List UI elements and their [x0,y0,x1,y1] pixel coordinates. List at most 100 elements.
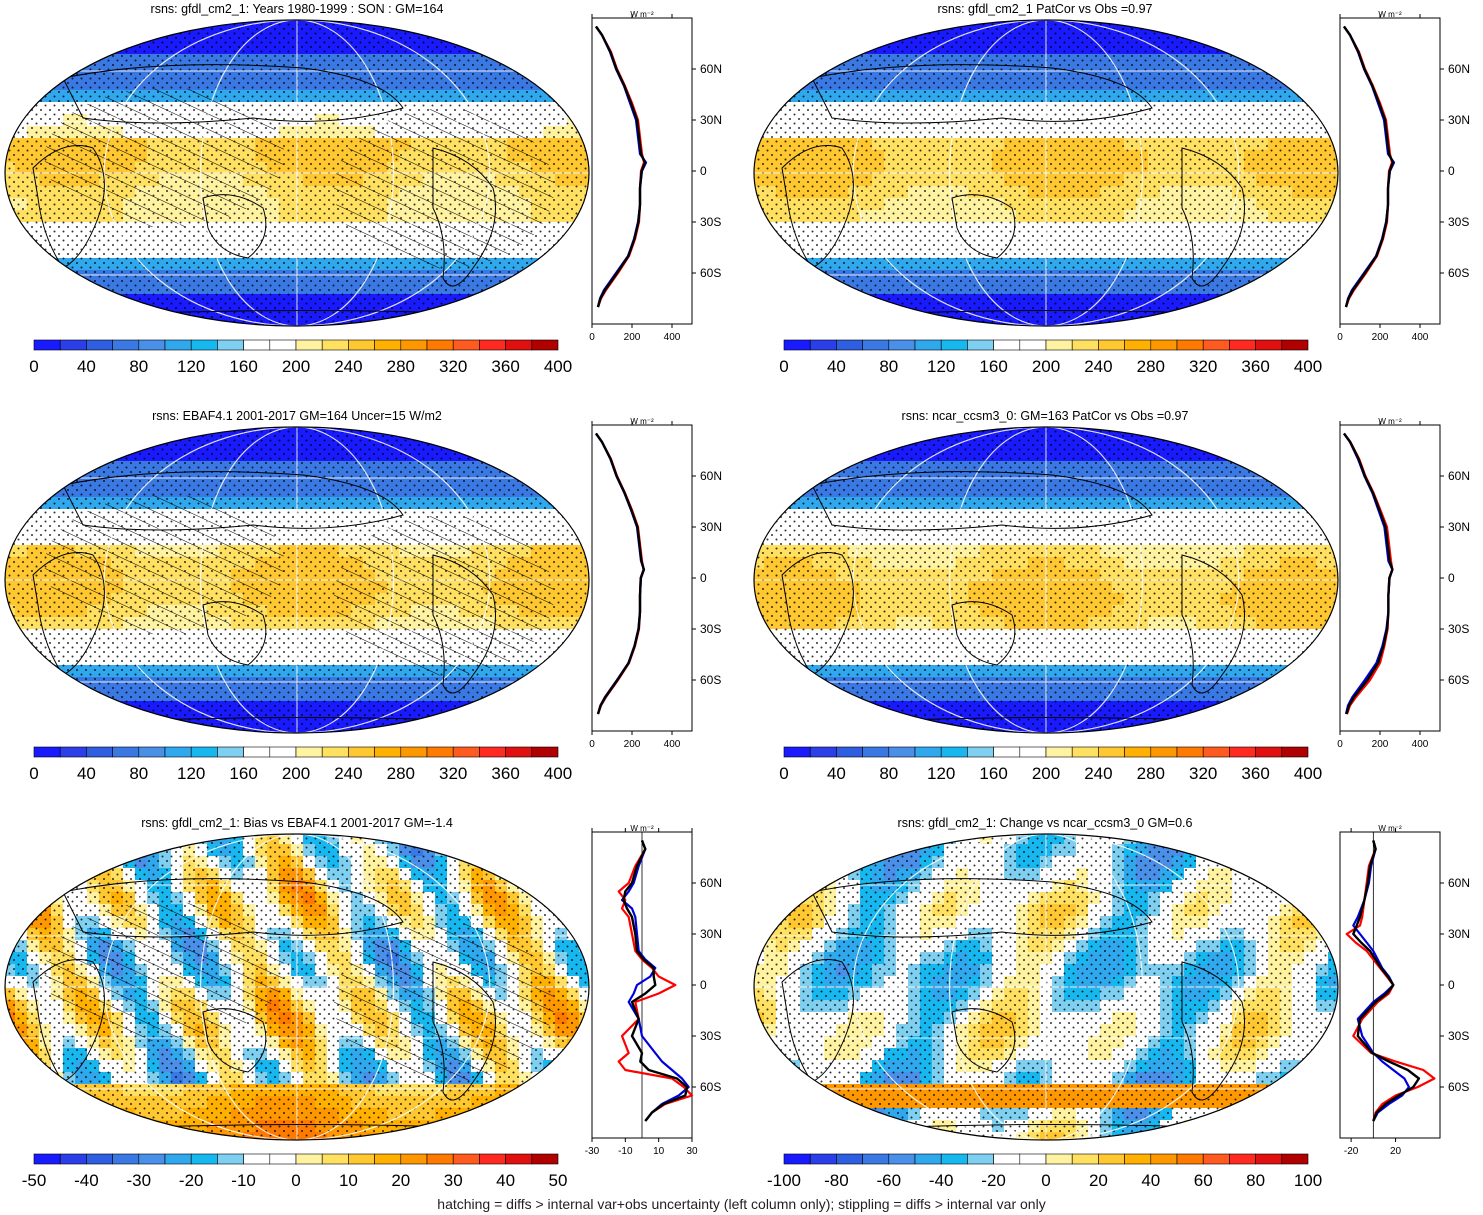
profile-line-mean [1343,25,1395,308]
colorbar-swatch [967,1153,994,1165]
colorbar-swatch [862,746,890,758]
colorbar-swatch [1176,746,1204,758]
graticule [754,427,1338,733]
colorbar-swatch [940,339,968,351]
colorbar-label: 240 [334,764,362,783]
x-tick-label: 0 [589,739,595,750]
colorbar-swatch [1202,339,1230,351]
panel-title: rsns: EBAF4.1 2001-2017 GM=164 Uncer=15 … [152,409,442,423]
colorbar-label: 80 [129,357,148,376]
map-border [4,833,590,1141]
colorbar-label: 400 [544,357,572,376]
colorbar-label: 240 [1084,764,1112,783]
colorbar-swatch [531,339,559,351]
colorbar-label: -40 [74,1171,99,1190]
colorbar-label: 160 [979,764,1007,783]
lat-tick-label: 60S [700,673,721,687]
lat-tick-label: 0 [700,164,707,178]
x-tick-label: 20 [1390,1146,1402,1157]
panel-title: rsns: gfdl_cm2_1: Years 1980-1999 : SON … [150,2,444,16]
colorbar-swatch [809,339,837,351]
colorbar-label: 80 [129,764,148,783]
colorbar-swatch [967,339,994,351]
profile-line-obs [1343,432,1394,715]
colorbar-swatch [1045,339,1073,351]
colorbar-swatch [862,1153,890,1165]
colorbar-swatch [1098,1153,1125,1165]
colorbar-label: 280 [1137,357,1165,376]
map-border [4,19,590,327]
colorbar-label: -20 [179,1171,204,1190]
lat-tick-label: 30N [1448,113,1470,127]
x-tick-label: 400 [1412,739,1429,750]
zonal-profile: 60N 30N 0 30S 60S -20 20 W m⁻² [1339,824,1470,1157]
colorbar-label: -30 [127,1171,152,1190]
colorbar-swatch [1019,339,1047,351]
map-border [753,426,1339,734]
profile-unit: W m⁻² [630,824,654,833]
zonal-profile: 60N 30N 0 30S 60S -30 -10 10 30 W m⁻² [585,824,722,1157]
colorbar-label: 280 [387,764,415,783]
colorbar-swatch [1098,339,1125,351]
lat-tick-label: 0 [1448,978,1455,992]
colorbar-swatch [836,746,863,758]
lat-tick-label: 0 [1448,164,1455,178]
profile-line-mean [1343,432,1394,715]
colorbar-swatch [940,1153,968,1165]
colorbar-swatch [1255,339,1283,351]
lat-tick-label: 30N [700,520,722,534]
colorbar-swatch [914,1153,942,1165]
lat-tick-label: 0 [1448,571,1455,585]
profile-frame [1339,831,1441,1139]
colorbar-label: 200 [1032,357,1060,376]
colorbar-swatch [914,746,942,758]
lat-tick-label: 30S [1448,622,1469,636]
colorbar: 0 40 80 120 160 200 240 280 320 360 400 [29,339,572,376]
colorbar-label: 0 [29,357,38,376]
profile-line-model [1343,432,1394,715]
colorbar-swatch [1071,746,1099,758]
colorbar-swatch [1229,746,1256,758]
colorbar-swatch [1098,746,1125,758]
lat-tick-label: 60N [700,62,722,76]
colorbar-label: 360 [1241,357,1269,376]
lat-tick-label: 60N [1448,876,1470,890]
lat-tick-label: 60S [1448,266,1469,280]
colorbar-label: 360 [1241,764,1269,783]
colorbar-label: 160 [229,764,257,783]
profile-unit: W m⁻² [630,417,654,426]
profile-line-model [620,840,690,1122]
profile-line-obs [617,840,694,1122]
x-tick-label: 30 [686,1146,698,1157]
graticule [5,834,589,1140]
colorbar-label: 320 [439,357,467,376]
map-plot [4,833,590,1141]
colorbar-label: 0 [29,764,38,783]
colorbar-label: 10 [339,1171,358,1190]
lat-tick-label: 60N [1448,469,1470,483]
colorbar-swatch [940,746,968,758]
x-tick-label: 400 [1412,332,1429,343]
panel-title: rsns: gfdl_cm2_1 PatCor vs Obs =0.97 [937,2,1153,16]
panel-p4: rsns: ncar_ccsm3_0: GM=163 PatCor vs Obs… [0,407,1483,807]
zonal-profile: 60N 30N 0 30S 60S 0 200 400 W m⁻² [1337,10,1470,343]
panel-p1: rsns: gfdl_cm2_1: Years 1980-1999 : SON … [0,0,1483,400]
colorbar-label: 0 [291,1171,300,1190]
colorbar-label: 200 [1032,764,1060,783]
colorbar-swatch [1281,1153,1309,1165]
map-plot [4,426,590,734]
colorbar-label: 100 [1294,1171,1322,1190]
colorbar-swatch [1255,746,1283,758]
colorbar-label: 280 [1137,764,1165,783]
x-tick-label: 200 [1372,739,1389,750]
colorbar-label: -60 [877,1171,902,1190]
graticule [754,20,1338,326]
colorbar-label: 50 [549,1171,568,1190]
colorbar-swatch [1281,746,1309,758]
colorbar-label: 120 [927,764,955,783]
lat-tick-label: 60N [700,469,722,483]
graticule [5,427,589,733]
lat-tick-label: 60S [700,1080,721,1094]
colorbar-label: 160 [979,357,1007,376]
colorbar-label: 60 [1194,1171,1213,1190]
